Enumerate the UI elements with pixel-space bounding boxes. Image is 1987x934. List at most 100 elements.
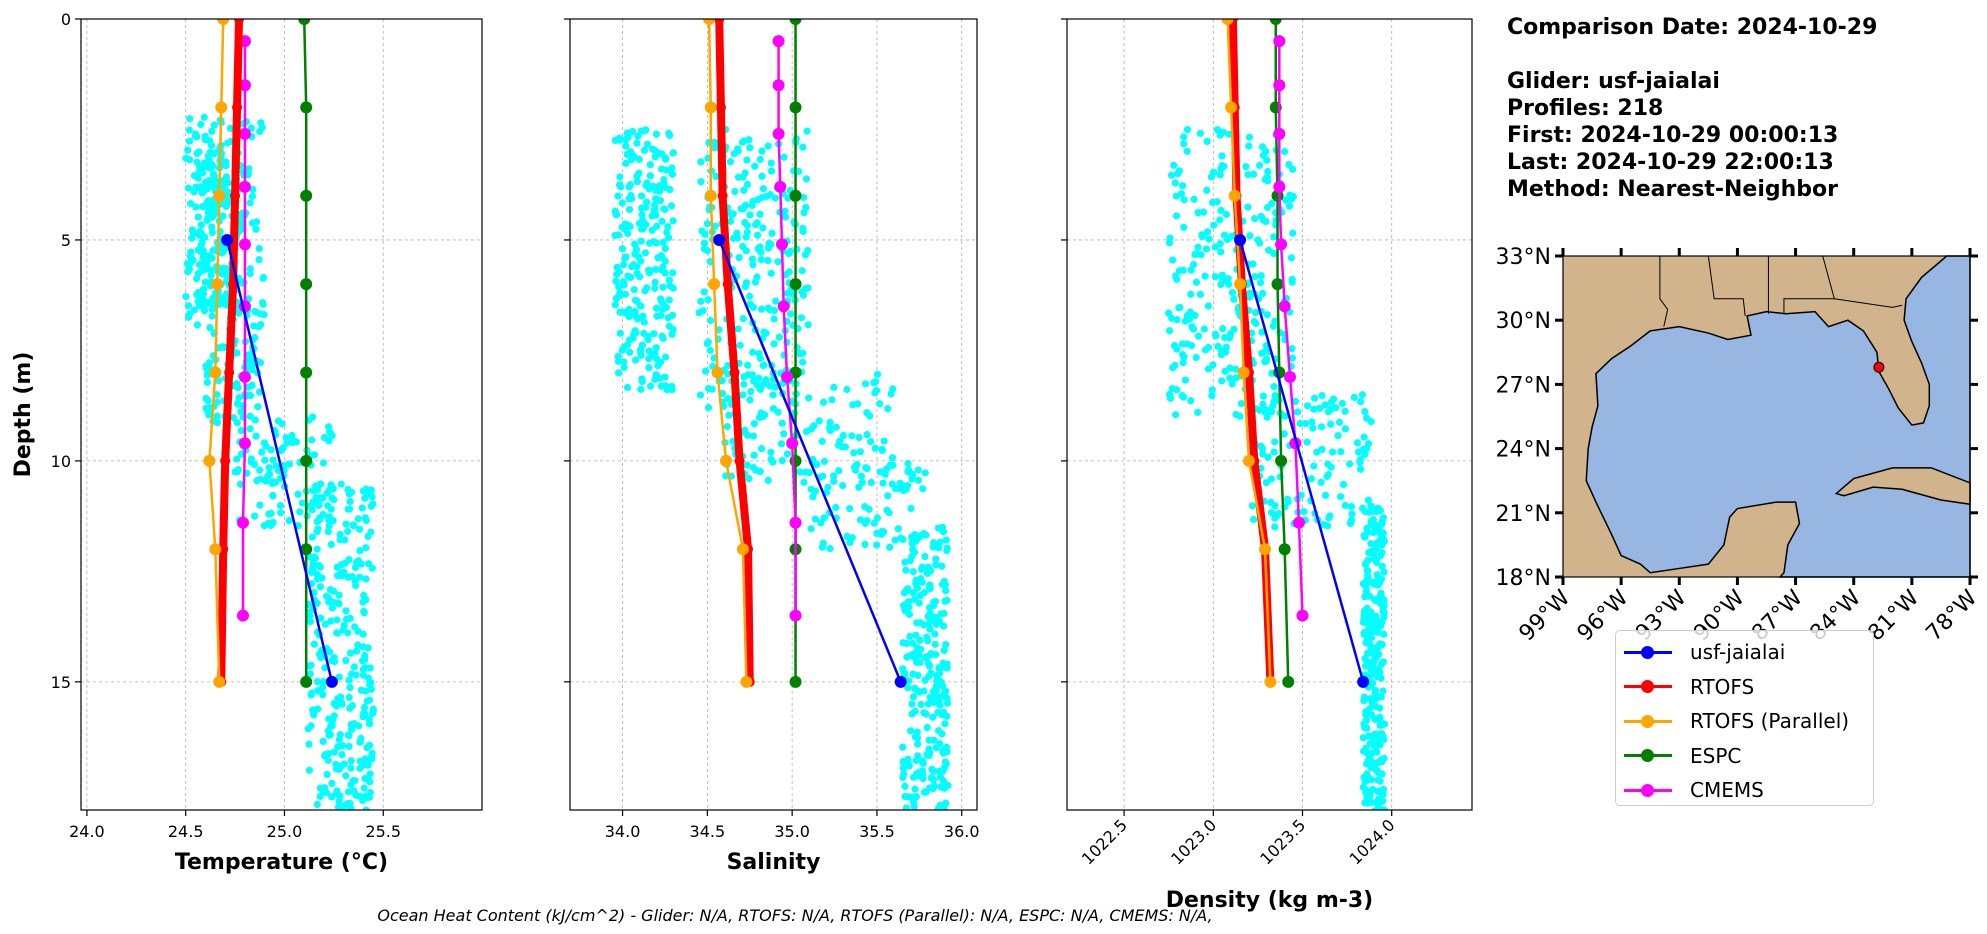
scatter-point: [929, 713, 937, 721]
scatter-point: [1165, 239, 1174, 247]
scatter-point: [735, 254, 743, 262]
scatter-point: [1360, 630, 1368, 638]
scatter-point: [285, 517, 293, 525]
scatter-point: [233, 349, 241, 357]
scatter-point: [745, 292, 754, 300]
scatter-point: [616, 289, 624, 297]
scatter-point: [217, 343, 225, 351]
scatter-point: [219, 212, 227, 220]
scatter-point: [943, 547, 951, 555]
series-rtofs: [714, 19, 755, 687]
scatter-point: [190, 306, 199, 314]
scatter-point: [233, 455, 241, 463]
scatter-point: [201, 278, 209, 286]
scatter-point: [265, 510, 273, 518]
y-tick-label: 5: [61, 231, 71, 250]
scatter-point: [650, 330, 658, 338]
scatter-point: [746, 211, 754, 219]
scatter-point: [623, 383, 632, 392]
scatter-point: [769, 391, 777, 399]
scatter-point: [222, 202, 230, 211]
scatter-point: [652, 130, 661, 138]
x-axis-label: Salinity: [727, 850, 821, 875]
scatter-point: [1308, 418, 1316, 426]
legend-line-icon: [1624, 783, 1672, 797]
scatter-point: [767, 159, 775, 167]
scatter-point: [615, 136, 624, 144]
scatter-point: [1374, 693, 1382, 701]
series-marker: [1269, 19, 1282, 25]
series-marker: [300, 675, 313, 688]
scatter-point: [257, 119, 265, 127]
scatter-point: [276, 501, 285, 510]
scatter-point: [1169, 256, 1177, 264]
x-tick-label: 1022.5: [1078, 815, 1131, 868]
scatter-point: [764, 244, 773, 252]
scatter-point: [749, 464, 757, 472]
scatter-point: [1189, 325, 1198, 333]
scatter-point: [1271, 391, 1279, 400]
scatter-point: [911, 707, 919, 715]
scatter-point: [209, 246, 217, 254]
scatter-point: [1216, 216, 1224, 224]
scatter-point: [1287, 254, 1296, 262]
scatter-point: [214, 377, 223, 385]
scatter-point: [1187, 290, 1195, 298]
scatter-point: [1371, 578, 1380, 586]
scatter-point: [1301, 419, 1310, 428]
scatter-point: [346, 704, 354, 712]
scatter-point: [1217, 273, 1226, 281]
x-tick-label: 34.5: [690, 822, 726, 841]
scatter-point: [1280, 148, 1289, 156]
series-marker: [1275, 454, 1288, 467]
scatter-point: [757, 445, 766, 453]
series-marker: [236, 609, 249, 622]
scatter-point: [1228, 288, 1237, 297]
series-marker: [1273, 180, 1286, 193]
scatter-point: [1288, 275, 1296, 283]
scatter-point: [935, 695, 943, 703]
scatter-point: [664, 234, 673, 242]
scatter-point: [704, 404, 713, 412]
scatter-point: [344, 485, 352, 494]
series-line: [718, 239, 902, 683]
series-marker: [298, 19, 311, 25]
scatter-point: [775, 333, 783, 341]
scatter-point: [758, 147, 766, 155]
scatter-point: [341, 559, 349, 567]
scatter-point: [1364, 798, 1372, 806]
scatter-point: [346, 649, 355, 657]
scatter-point: [915, 651, 923, 659]
scatter-point: [637, 192, 646, 200]
scatter-point: [337, 569, 345, 577]
scatter-point: [1259, 400, 1267, 408]
scatter-point: [655, 185, 663, 193]
scatter-point: [645, 239, 654, 247]
series-line: [1274, 19, 1290, 682]
series-marker: [203, 454, 216, 467]
scatter-point: [899, 773, 907, 782]
scatter-point: [653, 222, 661, 230]
series-marker: [209, 543, 222, 556]
scatter-point: [912, 756, 920, 765]
scatter-point: [202, 394, 210, 403]
scatter-point: [638, 341, 647, 349]
scatter-point: [904, 459, 912, 468]
scatter-point: [796, 468, 804, 476]
scatter-point: [640, 329, 648, 338]
scatter-point: [911, 785, 919, 793]
scatter-point: [1379, 607, 1387, 615]
scatter-point: [1361, 507, 1369, 516]
scatter-point: [1327, 420, 1335, 428]
series-usf-jaialai: [1234, 233, 1370, 688]
scatter-point: [1230, 295, 1238, 303]
scatter-point: [206, 148, 214, 156]
series-line: [715, 19, 754, 682]
scatter-point: [943, 712, 951, 720]
scatter-point: [651, 278, 659, 286]
scatter-point: [702, 367, 710, 375]
scatter-point: [1213, 126, 1222, 134]
scatter-point: [723, 422, 731, 431]
series-marker: [775, 238, 788, 251]
scatter-point: [768, 229, 776, 237]
